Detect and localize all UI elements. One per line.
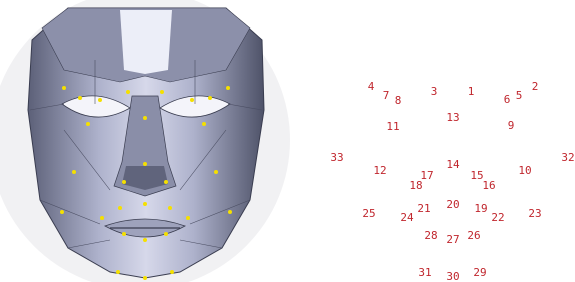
landmark-label: 5 bbox=[516, 89, 523, 102]
landmark-label: 11 bbox=[386, 120, 399, 133]
landmark-label: 6 bbox=[504, 93, 511, 106]
landmark-label: 7 bbox=[383, 89, 390, 102]
landmark-label: 4 bbox=[368, 80, 375, 93]
landmark-label: 13 bbox=[446, 111, 459, 124]
landmark-label: 9 bbox=[508, 119, 515, 132]
landmark-label: 3 bbox=[431, 85, 438, 98]
landmark-label: 24 bbox=[400, 211, 414, 224]
landmark-label: 26 bbox=[467, 229, 480, 242]
landmark-label: 21 bbox=[417, 202, 430, 215]
landmark-label: 32 bbox=[561, 151, 574, 164]
landmark-label: 1 bbox=[468, 85, 475, 98]
landmark-label: 19 bbox=[474, 202, 487, 215]
landmark-label: 31 bbox=[418, 266, 431, 279]
landmark-label: 8 bbox=[395, 94, 402, 107]
landmark-label: 16 bbox=[482, 179, 495, 192]
landmark-label: 23 bbox=[528, 207, 541, 220]
landmark-label: 28 bbox=[424, 229, 437, 242]
landmark-label: 27 bbox=[446, 233, 459, 246]
landmark-label: 33 bbox=[330, 151, 343, 164]
landmark-label: 20 bbox=[446, 198, 459, 211]
landmark-label: 12 bbox=[373, 164, 386, 177]
landmark-label: 22 bbox=[491, 211, 504, 224]
landmark-label: 25 bbox=[362, 207, 375, 220]
face-mesh bbox=[0, 0, 290, 282]
landmark-label: 18 bbox=[409, 179, 422, 192]
landmark-label: 14 bbox=[446, 158, 460, 171]
landmark-label: 10 bbox=[518, 164, 531, 177]
figure: 1234567891011121314151617181920212223242… bbox=[0, 0, 575, 282]
landmark-label: 2 bbox=[532, 80, 539, 93]
landmark-label: 30 bbox=[446, 270, 459, 282]
landmark-label: 29 bbox=[473, 266, 486, 279]
